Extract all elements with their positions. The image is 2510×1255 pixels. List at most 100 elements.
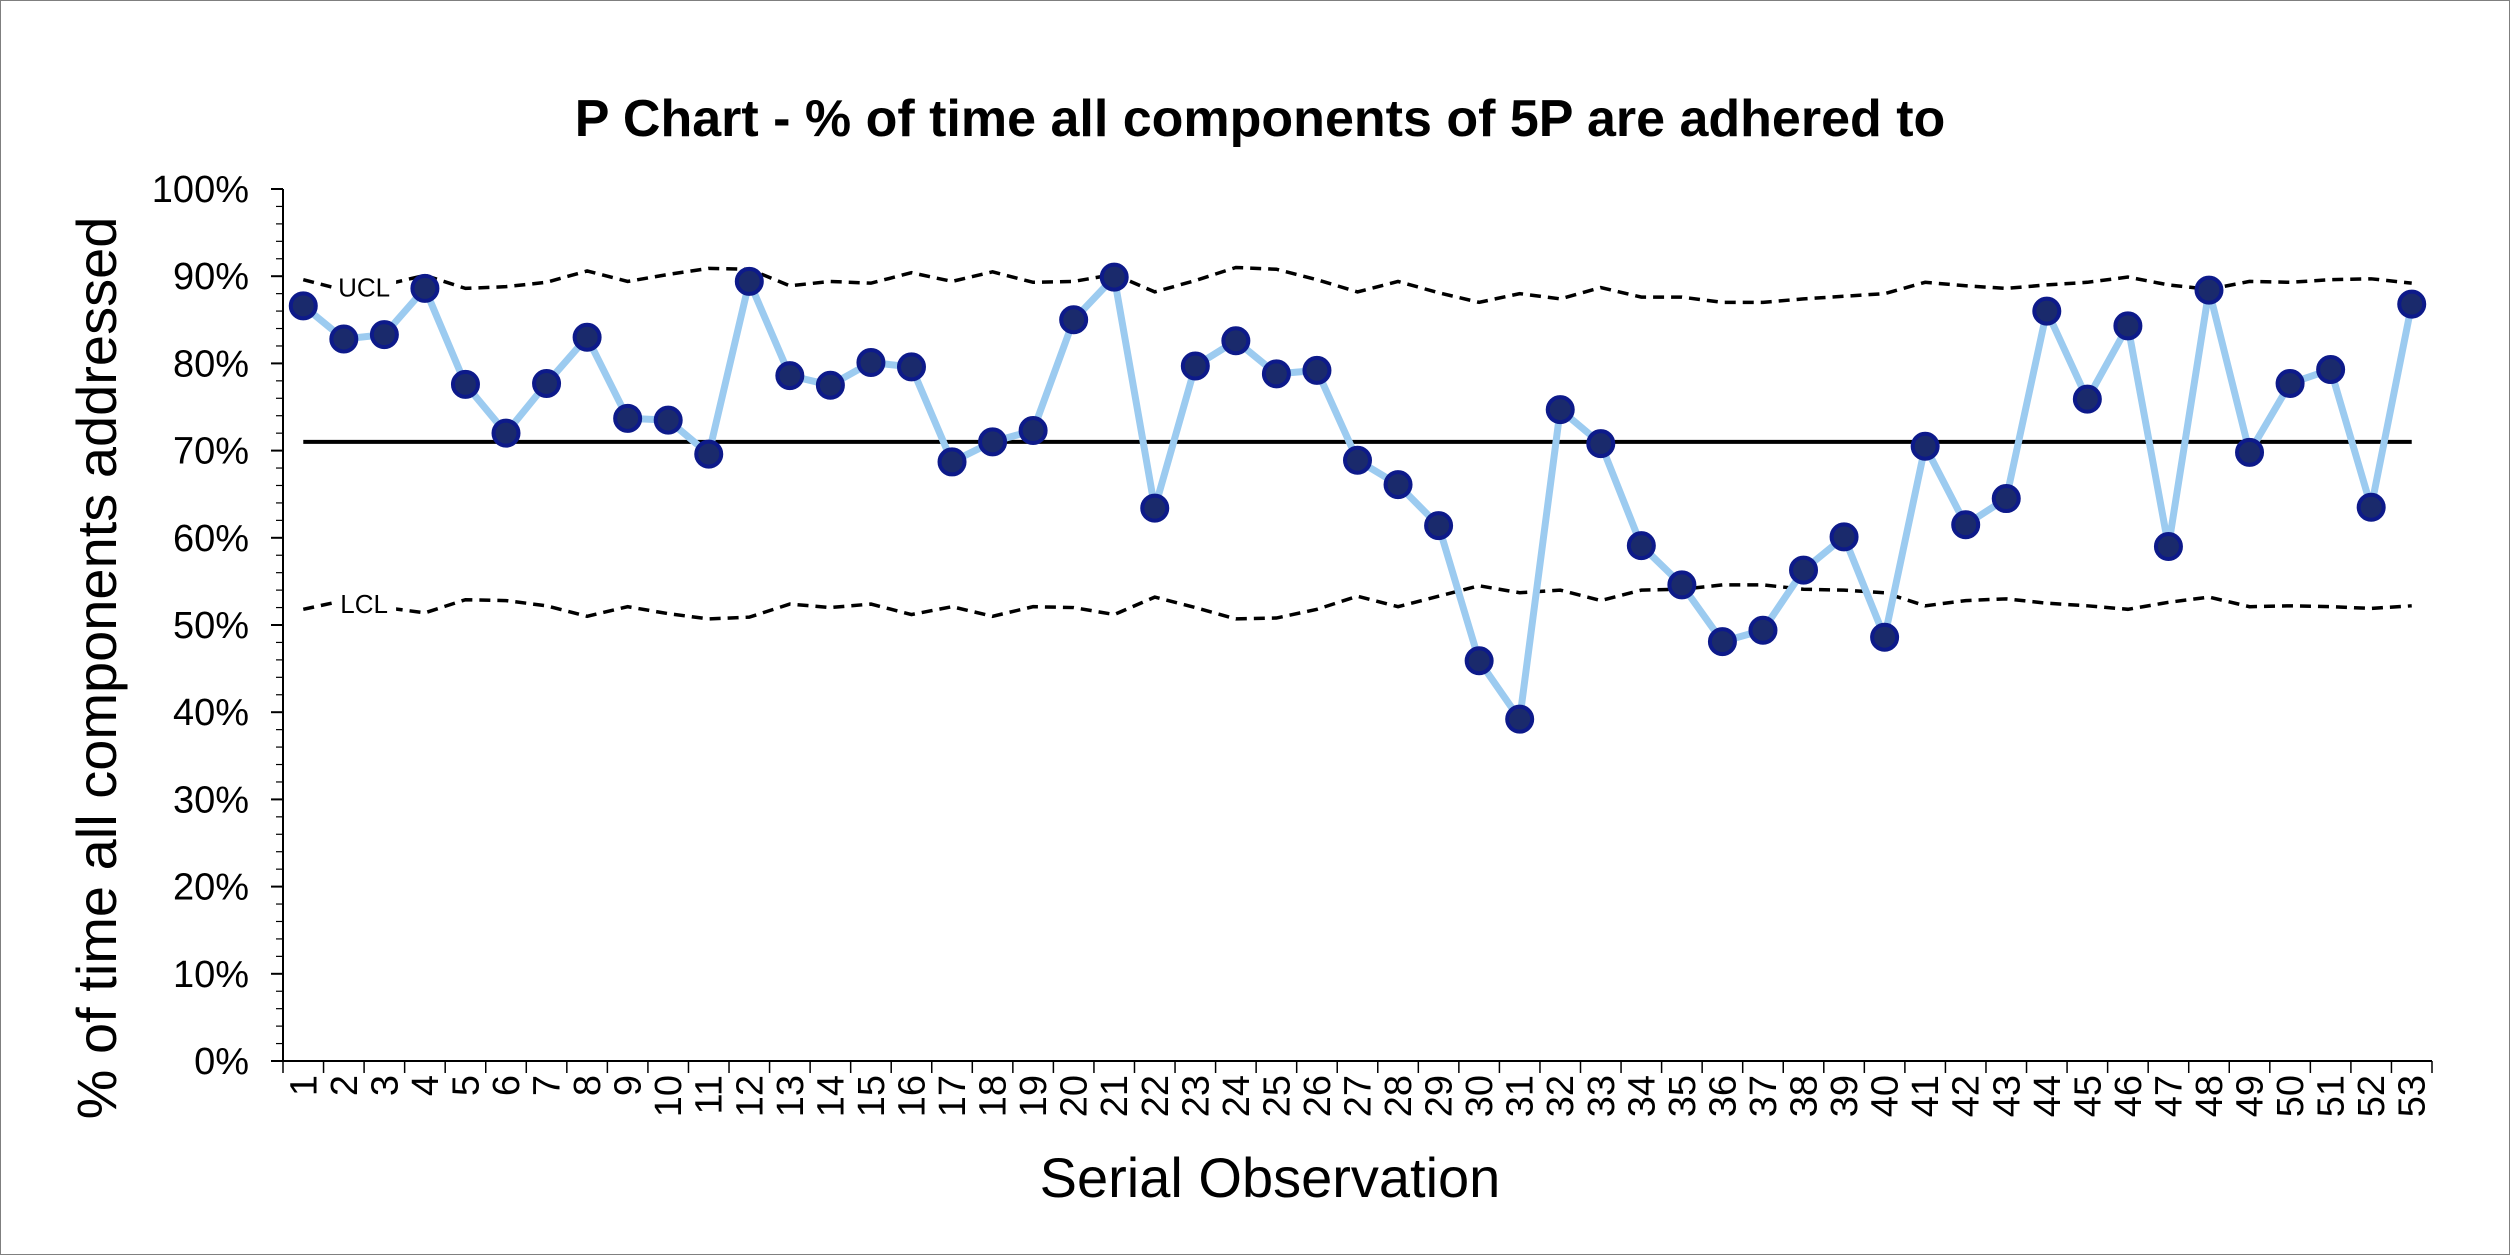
- x-axis-ticks: 1234567891011121314151617181920212223242…: [282, 1061, 2434, 1117]
- y-tick-label: 10%: [173, 954, 249, 996]
- data-point: [937, 447, 967, 477]
- control-limits: UCL LCL: [302, 265, 2412, 621]
- x-tick-label: 35: [1662, 1075, 1704, 1117]
- x-tick-label: 19: [1013, 1075, 1055, 1117]
- y-tick-label: 80%: [173, 343, 249, 385]
- data-point: [1586, 429, 1616, 459]
- x-tick-label: 22: [1135, 1075, 1177, 1117]
- x-tick-label: 4: [405, 1075, 447, 1096]
- lcl-label: LCL: [340, 589, 388, 619]
- x-tick-label: 5: [445, 1075, 487, 1096]
- data-point: [1221, 326, 1251, 356]
- x-tick-label: 51: [2311, 1075, 2353, 1117]
- data-point: [1383, 470, 1413, 500]
- data-point: [1343, 445, 1372, 475]
- data-point: [2032, 296, 2062, 326]
- x-tick-label: 37: [1743, 1075, 1785, 1117]
- x-tick-label: 23: [1175, 1075, 1217, 1117]
- x-tick-label: 39: [1824, 1075, 1866, 1117]
- data-point: [896, 352, 926, 382]
- data-point: [1018, 416, 1048, 446]
- y-axis-ticks: 0% 10% 20% 30% 40% 50% 60% 70% 80% 90% 100%: [152, 169, 283, 1083]
- data-point: [2194, 275, 2224, 305]
- ucl-label: UCL: [338, 273, 390, 303]
- data-point: [856, 348, 886, 378]
- data-point: [1626, 531, 1656, 561]
- x-tick-label: 2: [324, 1075, 366, 1096]
- y-axis-title: % of time all components addressed: [65, 217, 128, 1120]
- x-tick-label: 26: [1297, 1075, 1339, 1117]
- x-tick-label: 40: [1865, 1075, 1907, 1117]
- x-tick-label: 41: [1905, 1075, 1947, 1117]
- data-point: [1505, 704, 1535, 734]
- data-point: [2356, 492, 2386, 522]
- data-point: [1261, 359, 1291, 389]
- x-tick-label: 53: [2392, 1075, 2434, 1117]
- x-tick-label: 46: [2108, 1075, 2150, 1117]
- data-point: [1748, 615, 1778, 645]
- proportion-series: [288, 262, 2427, 734]
- x-tick-label: 6: [486, 1075, 528, 1096]
- x-tick-label: 1: [283, 1075, 325, 1096]
- chart-title: P Chart - % of time all components of 5P…: [575, 90, 1946, 148]
- x-axis-title: Serial Observation: [1040, 1146, 1501, 1209]
- x-tick-label: 14: [810, 1075, 852, 1117]
- data-point: [694, 439, 724, 469]
- x-tick-label: 43: [1986, 1075, 2028, 1117]
- data-point: [491, 418, 521, 448]
- x-tick-label: 9: [608, 1075, 650, 1096]
- y-tick-label: 30%: [173, 779, 249, 821]
- x-tick-label: 50: [2270, 1075, 2312, 1117]
- data-point: [1424, 511, 1454, 541]
- data-point: [2397, 289, 2427, 319]
- x-tick-label: 18: [973, 1075, 1015, 1117]
- data-point: [329, 324, 359, 354]
- x-tick-label: 33: [1581, 1075, 1623, 1117]
- x-tick-label: 49: [2230, 1075, 2272, 1117]
- data-point: [1545, 395, 1575, 425]
- x-tick-label: 38: [1784, 1075, 1826, 1117]
- data-point: [1667, 570, 1697, 600]
- data-point: [572, 322, 602, 352]
- x-tick-label: 11: [689, 1075, 731, 1114]
- x-tick-label: 8: [567, 1075, 609, 1096]
- data-point: [978, 427, 1008, 457]
- data-point: [1789, 555, 1819, 585]
- x-tick-label: 12: [729, 1075, 771, 1117]
- data-point: [653, 405, 683, 435]
- y-tick-label: 0%: [194, 1041, 249, 1083]
- y-tick-label: 100%: [152, 169, 249, 211]
- x-tick-label: 34: [1621, 1075, 1663, 1117]
- x-tick-label: 44: [2027, 1075, 2069, 1117]
- x-tick-label: 28: [1378, 1075, 1420, 1117]
- ucl-label-bg: [332, 269, 397, 304]
- data-point: [1464, 646, 1494, 676]
- x-tick-label: 13: [770, 1075, 812, 1117]
- x-tick-label: 36: [1702, 1075, 1744, 1117]
- data-point: [369, 320, 399, 350]
- x-tick-label: 20: [1054, 1075, 1096, 1117]
- data-point: [1951, 510, 1981, 540]
- data-point: [1140, 493, 1170, 523]
- data-point: [410, 273, 440, 303]
- x-tick-label: 48: [2189, 1075, 2231, 1117]
- data-point: [1991, 484, 2021, 514]
- data-point: [1829, 522, 1859, 552]
- data-point: [532, 368, 562, 398]
- lcl-label-bg: [332, 586, 397, 621]
- x-tick-label: 16: [891, 1075, 933, 1117]
- y-tick-label: 70%: [173, 431, 249, 473]
- data-point: [2072, 384, 2102, 414]
- x-tick-label: 31: [1500, 1075, 1542, 1117]
- axes: [282, 189, 2432, 1062]
- data-point: [1099, 262, 1129, 292]
- data-point: [2275, 368, 2305, 398]
- data-point: [734, 266, 764, 296]
- x-tick-label: 15: [851, 1075, 893, 1117]
- data-point: [288, 291, 318, 321]
- lcl-line: [302, 583, 2412, 621]
- data-point: [613, 403, 643, 433]
- x-tick-label: 47: [2148, 1075, 2190, 1117]
- x-tick-label: 27: [1338, 1075, 1380, 1117]
